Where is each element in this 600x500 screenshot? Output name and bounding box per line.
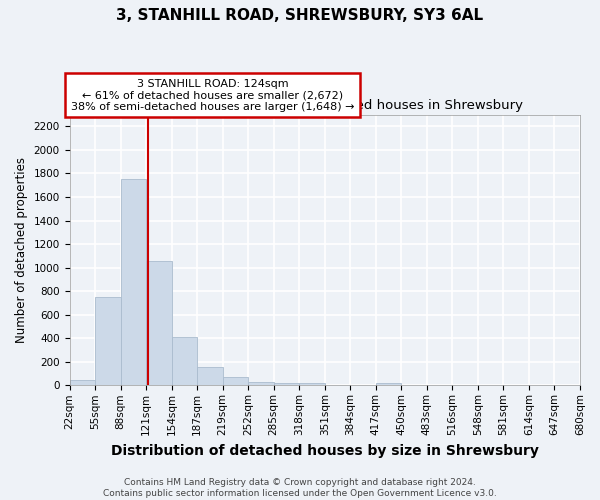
Bar [95,297,121,386]
Bar [248,382,274,386]
Bar [146,260,172,386]
Text: 3, STANHILL ROAD, SHREWSBURY, SY3 6AL: 3, STANHILL ROAD, SHREWSBURY, SY3 6AL [116,8,484,22]
Text: Contains HM Land Registry data © Crown copyright and database right 2024.
Contai: Contains HM Land Registry data © Crown c… [103,478,497,498]
Title: Size of property relative to detached houses in Shrewsbury: Size of property relative to detached ho… [127,99,523,112]
Bar [197,367,223,386]
Bar [376,383,401,386]
Bar [299,383,325,386]
Bar [274,383,299,386]
Text: 3 STANHILL ROAD: 124sqm
← 61% of detached houses are smaller (2,672)
38% of semi: 3 STANHILL ROAD: 124sqm ← 61% of detache… [71,78,354,112]
Bar [172,336,197,386]
X-axis label: Distribution of detached houses by size in Shrewsbury: Distribution of detached houses by size … [111,444,539,458]
Bar [70,380,95,386]
Bar [223,377,248,386]
Y-axis label: Number of detached properties: Number of detached properties [15,157,28,343]
Bar [121,180,146,386]
